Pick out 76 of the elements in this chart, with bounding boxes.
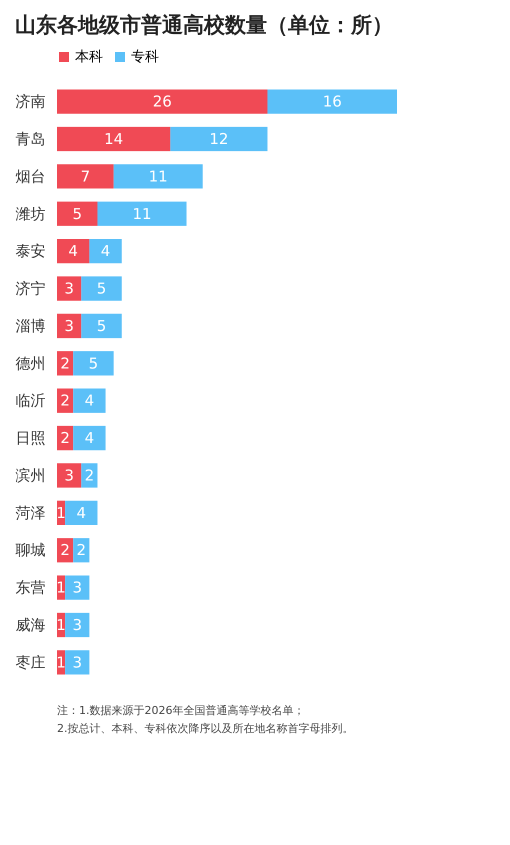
data-label: 3 — [64, 280, 74, 298]
y-tick-label: 济宁 — [16, 280, 46, 298]
data-label: 26 — [152, 92, 172, 111]
data-label: 4 — [68, 242, 78, 260]
data-label: 2 — [76, 541, 86, 560]
data-label: 7 — [80, 167, 90, 186]
bar — [73, 538, 90, 562]
y-tick-label: 日照 — [16, 429, 46, 448]
bar — [81, 276, 122, 301]
bar — [267, 89, 397, 114]
chart-title: 山东各地级市普通高校数量（单位：所） — [15, 13, 393, 37]
bar — [89, 239, 122, 264]
y-tick-label: 枣庄 — [16, 653, 46, 672]
data-label: 2 — [60, 392, 70, 410]
y-tick-label: 淄博 — [16, 316, 46, 335]
legend-label: 专科 — [131, 49, 159, 65]
bar — [57, 202, 98, 226]
bar — [65, 612, 90, 638]
data-label: 1 — [56, 578, 66, 597]
bar — [65, 575, 90, 600]
bar — [170, 126, 268, 152]
data-label: 5 — [96, 280, 106, 298]
y-tick-label: 滨州 — [16, 466, 46, 484]
bar — [65, 500, 98, 525]
bar — [73, 388, 106, 413]
text: 注：1.数据来源于2026年全国普通高等学校名单； — [57, 704, 304, 717]
bar — [65, 650, 90, 675]
y-tick-label: 德州 — [16, 354, 46, 372]
data-label: 1 — [56, 653, 66, 672]
bar — [57, 276, 82, 301]
y-tick-label: 青岛 — [16, 130, 46, 148]
legend-label: 本科 — [75, 49, 103, 65]
y-tick-label: 烟台 — [16, 167, 46, 186]
bar — [57, 164, 114, 189]
data-label: 4 — [76, 504, 86, 522]
data-label: 14 — [104, 130, 124, 148]
data-label: 2 — [84, 466, 94, 484]
y-tick-label: 济南 — [16, 92, 46, 111]
data-label: 1 — [56, 504, 66, 522]
y-tick-label: 临沂 — [16, 392, 46, 410]
y-tick-label: 东营 — [16, 578, 46, 597]
data-label: 3 — [64, 316, 74, 335]
data-label: 4 — [84, 429, 94, 448]
bar — [57, 89, 268, 114]
bar — [81, 314, 122, 338]
bar — [57, 314, 82, 338]
text: 2.按总计、本科、专科依次降序以及所在地名称首字母排列。 — [57, 722, 354, 735]
data-label: 11 — [148, 167, 168, 186]
bar — [57, 239, 90, 264]
bar — [57, 126, 170, 152]
data-label: 4 — [100, 242, 110, 260]
y-tick-label: 聊城 — [16, 541, 46, 560]
bar — [73, 351, 114, 376]
data-label: 12 — [209, 130, 228, 148]
bar — [73, 426, 106, 450]
bar — [57, 463, 82, 488]
y-tick-label: 潍坊 — [16, 204, 46, 223]
data-label: 5 — [96, 316, 106, 335]
data-label: 5 — [88, 354, 98, 372]
data-label: 16 — [322, 92, 342, 111]
y-tick-label: 威海 — [16, 616, 46, 634]
y-tick-label: 菏泽 — [16, 504, 46, 522]
data-label: 11 — [132, 204, 152, 223]
data-label: 2 — [60, 541, 70, 560]
bar — [114, 164, 203, 189]
data-label: 3 — [72, 578, 82, 597]
bar — [97, 202, 187, 226]
data-label: 5 — [72, 204, 82, 223]
data-label: 4 — [84, 392, 94, 410]
data-label: 3 — [72, 653, 82, 672]
y-tick-label: 泰安 — [16, 242, 46, 260]
data-label: 2 — [60, 429, 70, 448]
data-label: 1 — [56, 616, 66, 634]
data-label: 2 — [60, 354, 70, 372]
data-label: 3 — [72, 616, 82, 634]
data-label: 3 — [64, 466, 74, 484]
